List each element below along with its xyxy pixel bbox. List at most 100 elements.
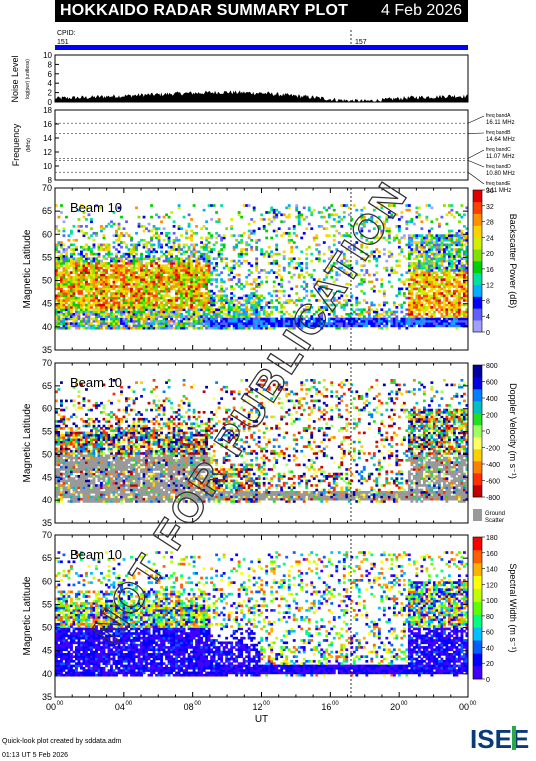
power-cell: [140, 306, 143, 309]
power-cell: [172, 319, 176, 323]
power-cell: [252, 208, 256, 212]
power-cell: [432, 245, 436, 249]
power-cell: [317, 278, 321, 281]
vel-cell: [112, 481, 116, 485]
power-cell: [55, 264, 58, 268]
power-cell: [280, 310, 284, 314]
power-cell: [192, 301, 196, 305]
vel-cell: [107, 429, 111, 432]
vel-cell: [87, 406, 91, 410]
power-cell: [435, 234, 439, 237]
power-cell: [255, 322, 259, 325]
power-cell: [437, 259, 441, 263]
power-cell: [305, 264, 309, 268]
power-cell: [267, 312, 271, 316]
vel-cell: [85, 463, 88, 467]
power-cell: [425, 308, 429, 311]
power-cell: [182, 308, 186, 311]
power-cell: [435, 294, 439, 298]
power-cell: [355, 303, 359, 307]
power-cell: [85, 257, 88, 261]
power-cell: [415, 308, 419, 311]
power-cell: [147, 275, 151, 279]
power-cell: [115, 275, 118, 279]
power-cell: [107, 275, 111, 279]
power-cell: [140, 280, 143, 284]
power-cell: [145, 289, 148, 293]
power-cell: [275, 289, 279, 293]
power-cell: [140, 269, 143, 272]
power-cell: [80, 289, 83, 293]
power-cell: [202, 292, 206, 295]
power-cell: [425, 294, 429, 298]
power-cell: [452, 215, 456, 219]
power-cell: [62, 250, 66, 254]
vel-cell: [85, 459, 88, 462]
power-cell: [55, 306, 58, 309]
power-cell: [110, 285, 113, 288]
power-cell: [410, 285, 414, 288]
power-cell: [202, 280, 206, 284]
power-cell: [440, 292, 444, 295]
vel-cell: [55, 449, 58, 453]
power-cell: [452, 275, 456, 279]
power-cell: [387, 310, 391, 314]
power-cell: [415, 299, 419, 302]
power-cell: [460, 238, 464, 242]
power-cell: [107, 306, 111, 309]
vel-cell: [110, 443, 113, 446]
power-cell: [107, 282, 111, 286]
power-cell: [62, 299, 66, 302]
power-cell: [440, 255, 444, 258]
power-cell: [100, 324, 103, 328]
power-cell: [167, 301, 171, 305]
power-cell: [420, 271, 424, 274]
power-cell: [170, 269, 173, 272]
power-cell: [142, 299, 146, 302]
power-cell: [325, 303, 329, 307]
power-cell: [157, 257, 161, 261]
vel-cell: [112, 491, 116, 494]
power-cell: [390, 213, 394, 217]
vel-cell: [92, 486, 96, 490]
power-cell: [55, 259, 58, 263]
power-cell: [332, 264, 336, 268]
power-cell: [267, 262, 271, 265]
power-cell: [410, 238, 414, 242]
power-cell: [437, 282, 441, 286]
power-cell: [117, 285, 121, 288]
vel-cell: [65, 470, 68, 474]
power-cell: [242, 322, 246, 325]
power-cell: [412, 310, 416, 314]
vel-cell: [105, 472, 108, 476]
power-cell: [215, 269, 219, 272]
power-cell: [127, 262, 131, 265]
power-cell: [305, 257, 309, 261]
vel-cell: [60, 477, 63, 480]
power-cell: [67, 266, 71, 270]
power-cell: [362, 319, 366, 323]
vel-cell: [72, 491, 76, 494]
power-cell: [137, 289, 141, 293]
power-cell: [65, 259, 68, 263]
power-cell: [165, 292, 168, 295]
power-cell: [210, 306, 214, 309]
power-cell: [152, 326, 156, 330]
power-cell: [287, 238, 291, 242]
vel-cell: [92, 465, 96, 469]
power-cell: [105, 248, 108, 251]
power-cell: [350, 266, 354, 270]
power-cell: [427, 248, 431, 251]
power-cell: [157, 319, 161, 323]
power-cell: [182, 282, 186, 286]
power-cell: [267, 315, 271, 318]
power-cell: [182, 280, 186, 284]
power-cell: [80, 204, 83, 207]
vel-cell: [65, 491, 68, 494]
power-cell: [107, 252, 111, 256]
power-cell: [192, 315, 196, 318]
power-cell: [200, 278, 204, 281]
power-cell: [130, 250, 133, 254]
vel-cell: [62, 491, 66, 494]
vel-cell: [72, 404, 76, 407]
